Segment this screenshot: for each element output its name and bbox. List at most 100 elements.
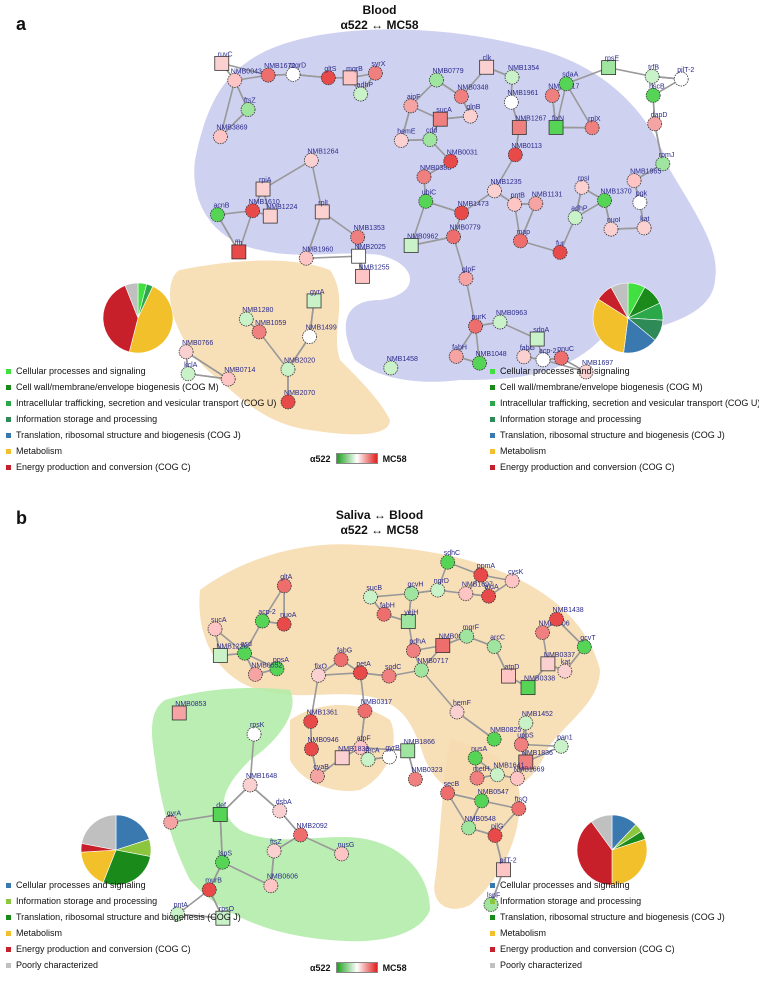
panel-a-node[interactable] — [448, 349, 464, 364]
panel-a-node-square[interactable] — [432, 111, 448, 127]
panel-b-node[interactable] — [309, 768, 325, 784]
panel-a-node[interactable] — [416, 169, 432, 185]
panel-b-node-square[interactable] — [520, 680, 536, 696]
panel-a-node[interactable] — [553, 350, 569, 366]
panel-a-node-square[interactable] — [548, 120, 564, 135]
panel-b-node[interactable] — [509, 771, 525, 786]
panel-a-node-square[interactable] — [342, 70, 358, 86]
panel-b-node-square[interactable] — [501, 668, 516, 684]
panel-b-node[interactable] — [413, 662, 429, 678]
panel-a-node-square[interactable] — [214, 55, 230, 71]
panel-a-node[interactable] — [558, 76, 574, 92]
panel-a-node[interactable] — [245, 203, 261, 219]
panel-a-node[interactable] — [422, 132, 438, 148]
panel-b-node-square[interactable] — [400, 743, 416, 759]
panel-b-node[interactable] — [201, 882, 217, 898]
panel-b-node[interactable] — [406, 643, 421, 659]
panel-a-node[interactable] — [472, 355, 487, 371]
panel-b-node-square[interactable] — [518, 754, 534, 770]
panel-a-node[interactable] — [302, 329, 318, 345]
panel-b-node-square[interactable] — [400, 614, 416, 629]
panel-b-node[interactable] — [404, 586, 419, 601]
panel-a-node[interactable] — [383, 360, 399, 376]
panel-a-node-square[interactable] — [479, 59, 495, 75]
panel-b-node[interactable] — [518, 715, 534, 731]
panel-b-node-square[interactable] — [496, 862, 511, 878]
panel-a-node[interactable] — [578, 364, 594, 380]
panel-a-node[interactable] — [353, 86, 369, 102]
panel-b-node[interactable] — [352, 665, 368, 681]
panel-a-node[interactable] — [320, 70, 336, 86]
panel-a-node[interactable] — [574, 179, 590, 195]
panel-a-node[interactable] — [584, 120, 600, 136]
panel-a-node[interactable] — [503, 94, 519, 110]
panel-a-node[interactable] — [454, 205, 470, 221]
panel-a-node[interactable] — [644, 69, 660, 84]
panel-a-node[interactable] — [528, 196, 544, 211]
panel-b-node[interactable] — [215, 854, 230, 870]
panel-b-node[interactable] — [430, 582, 446, 598]
panel-b-node-square[interactable] — [171, 705, 187, 721]
panel-a-node-square[interactable] — [306, 293, 322, 309]
panel-a-node-square[interactable] — [529, 331, 545, 347]
panel-a-node[interactable] — [552, 244, 568, 260]
panel-b-node[interactable] — [272, 803, 288, 819]
panel-a-node[interactable] — [393, 133, 409, 148]
panel-b-node[interactable] — [311, 667, 326, 683]
panel-b-node[interactable] — [459, 628, 475, 644]
panel-a-node-square[interactable] — [262, 208, 278, 224]
panel-b-node[interactable] — [269, 661, 285, 677]
panel-b-node[interactable] — [576, 639, 592, 655]
panel-a-node[interactable] — [647, 116, 663, 132]
panel-a-node[interactable] — [645, 88, 661, 103]
panel-b-node[interactable] — [163, 814, 179, 830]
panel-a-node[interactable] — [492, 314, 508, 330]
panel-b-node[interactable] — [357, 703, 373, 719]
panel-a-node[interactable] — [504, 69, 520, 85]
panel-b-node-square[interactable] — [435, 638, 451, 653]
panel-a-node[interactable] — [285, 66, 301, 82]
panel-b-node[interactable] — [481, 588, 497, 604]
panel-b-node[interactable] — [458, 586, 474, 602]
panel-a-node[interactable] — [468, 318, 483, 334]
panel-b-node-square[interactable] — [212, 648, 228, 663]
panel-a-node[interactable] — [178, 344, 194, 360]
panel-b-node[interactable] — [407, 771, 423, 787]
panel-a-node-square[interactable] — [255, 181, 271, 197]
panel-a-node[interactable] — [280, 394, 296, 410]
panel-a-node-square[interactable] — [403, 238, 419, 253]
panel-b-node[interactable] — [553, 738, 569, 754]
panel-a-node[interactable] — [429, 72, 444, 88]
panel-a-node[interactable] — [626, 173, 642, 188]
panel-a-node[interactable] — [303, 152, 319, 168]
panel-b-node[interactable] — [246, 726, 262, 742]
panel-b-node-square[interactable] — [334, 750, 350, 766]
panel-b-node[interactable] — [449, 704, 465, 720]
panel-b-node[interactable] — [276, 616, 292, 632]
panel-a-node[interactable] — [603, 221, 619, 237]
panel-a-node[interactable] — [240, 102, 256, 117]
panel-a-node-square[interactable] — [231, 244, 247, 260]
panel-b-node[interactable] — [473, 567, 489, 583]
panel-a-node-square[interactable] — [351, 248, 367, 264]
panel-a-node[interactable] — [251, 324, 267, 340]
panel-a-node[interactable] — [443, 153, 459, 169]
panel-a-node[interactable] — [210, 207, 225, 223]
panel-a-node-square[interactable] — [511, 120, 527, 135]
panel-a-node[interactable] — [213, 129, 228, 145]
panel-b-node[interactable] — [486, 731, 502, 747]
panel-b-node[interactable] — [504, 573, 520, 589]
panel-a-node[interactable] — [458, 271, 474, 286]
panel-b-node-square[interactable] — [540, 656, 556, 672]
panel-a-node[interactable] — [544, 88, 560, 103]
panel-b-node-square[interactable] — [215, 910, 231, 926]
panel-b-node[interactable] — [489, 767, 505, 783]
panel-b-node[interactable] — [333, 652, 349, 668]
panel-a-node[interactable] — [513, 233, 528, 249]
panel-b-node[interactable] — [207, 621, 223, 637]
panel-b-node[interactable] — [381, 749, 397, 765]
panel-b-node[interactable] — [381, 668, 397, 684]
panel-a-node[interactable] — [418, 193, 434, 209]
panel-b-node[interactable] — [360, 752, 376, 767]
panel-a-node[interactable] — [367, 65, 383, 81]
